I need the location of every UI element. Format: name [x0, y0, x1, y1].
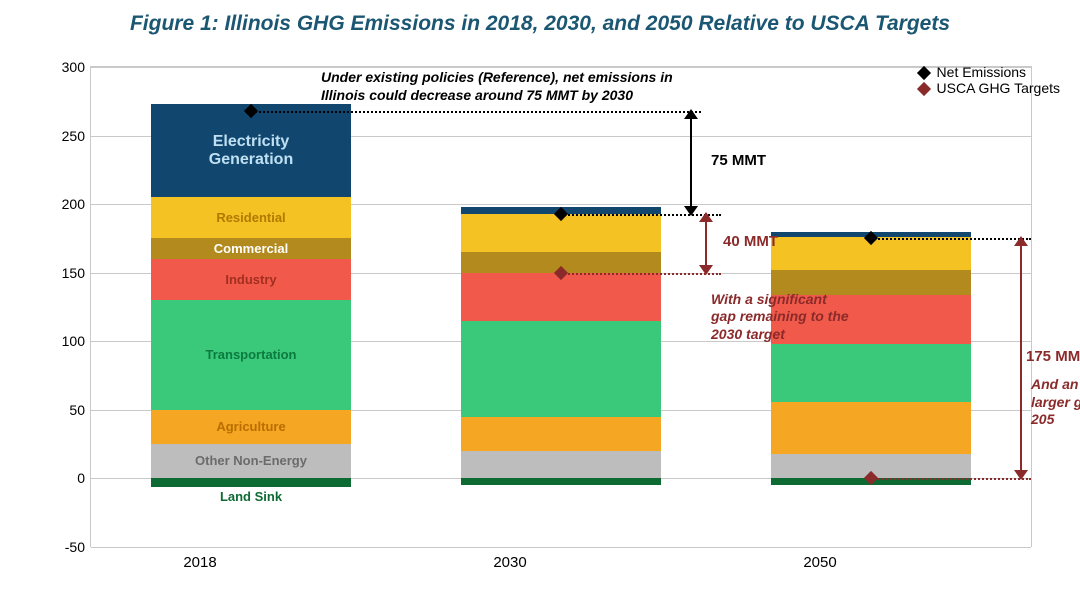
seg-agri — [771, 402, 971, 454]
x-label-2018: 2018 — [183, 554, 216, 571]
seg-label-ind: Industry — [151, 272, 351, 287]
dashed-2030-tgt — [561, 273, 721, 275]
diamond-icon — [916, 66, 930, 80]
y-tick-label: 0 — [77, 470, 91, 486]
legend-usca: USCA GHG Targets — [917, 80, 1060, 96]
annot-gap2050: And an larger g the 205 — [1031, 376, 1080, 429]
y-tick-label: 100 — [62, 333, 91, 349]
seg-label-trans: Transportation — [151, 347, 351, 362]
y-tick-label: 300 — [62, 59, 91, 75]
diamond-icon — [916, 82, 930, 96]
seg-trans — [461, 321, 661, 417]
chart-area: -50 0 50 100 150 200 250 300 Other Non-Energy Agr… — [40, 56, 1060, 591]
figure-title: Figure 1: Illinois GHG Emissions in 2018… — [0, 0, 1080, 40]
legend-net: Net Emissions — [917, 64, 1060, 80]
seg-agri — [461, 417, 661, 451]
seg-label-other: Other Non-Energy — [151, 453, 351, 468]
seg-label-res: Residential — [151, 210, 351, 225]
gridline — [91, 547, 1031, 548]
dashed-2050-tgt — [871, 478, 1031, 480]
seg-label-land-sink: Land Sink — [151, 489, 351, 504]
dashed-2050-net — [871, 238, 1031, 240]
annot-mmt175: 175 MMT — [1026, 348, 1080, 367]
y-tick-label: 50 — [69, 402, 91, 418]
dashed-2018 — [251, 111, 701, 113]
y-tick-label: 250 — [62, 128, 91, 144]
seg-label-elec: ElectricityGeneration — [151, 133, 351, 169]
legend-net-label: Net Emissions — [937, 64, 1026, 80]
annot-mmt75: 75 MMT — [711, 152, 801, 171]
x-label-2030: 2030 — [493, 554, 526, 571]
legend-usca-label: USCA GHG Targets — [937, 80, 1060, 96]
seg-land-sink — [461, 478, 661, 485]
seg-other — [461, 451, 661, 478]
bar-2018: Other Non-Energy Agriculture Transportatio… — [151, 67, 351, 547]
y-tick-label: -50 — [65, 539, 91, 555]
annot-gap2030: With a significant gap remaining to the … — [711, 291, 851, 344]
seg-label-agri: Agriculture — [151, 419, 351, 434]
annot-topline: Under existing policies (Reference), net… — [321, 69, 701, 104]
annot-mmt40: 40 MMT — [723, 233, 813, 252]
plot-area: -50050100150200250300Other Non-EnergyAgr… — [90, 66, 1032, 547]
seg-trans — [771, 344, 971, 402]
page: Figure 1: Illinois GHG Emissions in 2018… — [0, 0, 1080, 609]
y-tick-label: 200 — [62, 196, 91, 212]
y-tick-label: 150 — [62, 265, 91, 281]
seg-land-sink — [151, 478, 351, 486]
bar-2030 — [461, 67, 661, 547]
legend: Net Emissions USCA GHG Targets — [917, 64, 1060, 96]
seg-label-comm: Commercial — [151, 241, 351, 256]
x-label-2050: 2050 — [803, 554, 836, 571]
